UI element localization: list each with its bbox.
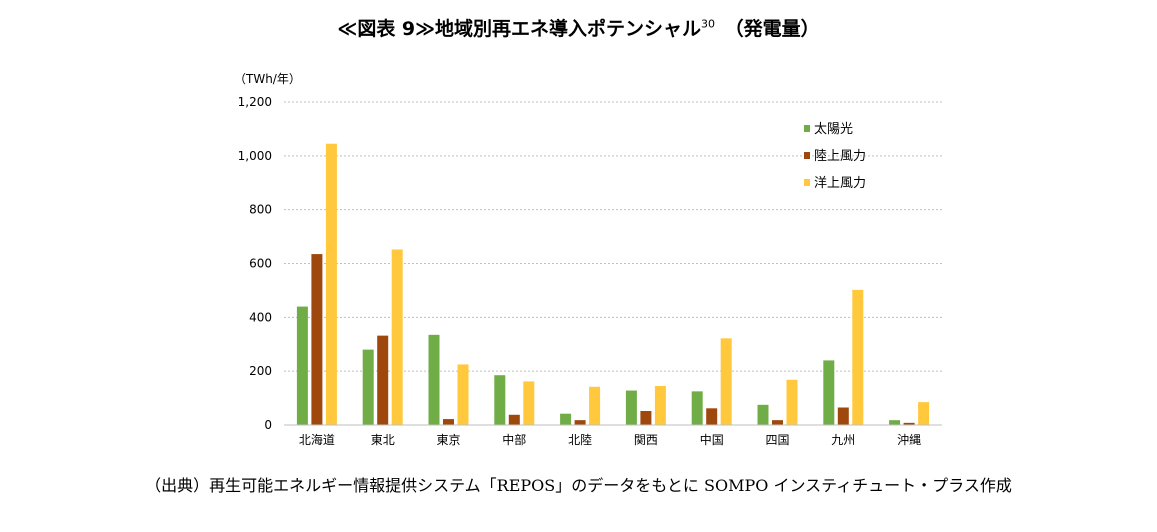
legend-label: 洋上風力 <box>814 176 866 191</box>
y-tick-label: 400 <box>249 310 272 324</box>
legend-swatch <box>804 125 810 132</box>
chart-title-main: ≪図表 9≫地域別再エネ導入ポテンシャル <box>337 18 702 40</box>
bar-太陽光-東北 <box>362 349 374 425</box>
x-tick-label: 東北 <box>371 433 395 447</box>
bar-洋上風力-北海道 <box>325 143 337 426</box>
bar-洋上風力-四国 <box>786 379 798 425</box>
x-tick-label: 九州 <box>831 433 855 447</box>
grid-lines <box>284 101 942 372</box>
bar-太陽光-東京 <box>428 334 440 425</box>
x-axis-ticks: 北海道 東北 東京 中部 北陸 関西 中国 四国 九州 沖縄 <box>299 432 921 447</box>
x-tick-label: 北陸 <box>568 433 592 447</box>
x-tick-label: 沖縄 <box>897 432 921 447</box>
bar-陸上風力-北陸 <box>574 420 586 425</box>
bar-陸上風力-関西 <box>640 411 652 425</box>
chart-title: ≪図表 9≫地域別再エネ導入ポテンシャル30 （発電量） <box>0 14 1157 41</box>
bar-洋上風力-沖縄 <box>918 402 930 425</box>
x-tick-label: 中国 <box>700 432 724 447</box>
bar-陸上風力-東北 <box>377 335 389 425</box>
bar-陸上風力-中部 <box>508 414 520 425</box>
bar-太陽光-北海道 <box>296 306 308 425</box>
bar-太陽光-九州 <box>823 360 835 425</box>
legend-swatch <box>804 152 810 159</box>
x-tick-label: 四国 <box>765 433 789 447</box>
bar-洋上風力-中国 <box>720 338 732 425</box>
chart-title-footnote: 30 <box>701 17 716 31</box>
legend-label: 太陽光 <box>814 122 853 137</box>
source-note: （出典）再生可能エネルギー情報提供システム「REPOS」のデータをもとに SOM… <box>145 476 1012 495</box>
y-axis-ticks: 0 200 400 600 800 1,000 1,200 <box>238 95 272 432</box>
bar-太陽光-中国 <box>691 391 703 425</box>
x-tick-label: 関西 <box>634 433 658 447</box>
bar-洋上風力-中部 <box>523 381 535 425</box>
y-tick-label: 600 <box>249 257 272 271</box>
x-tick-label: 北海道 <box>299 432 335 447</box>
bar-陸上風力-東京 <box>443 419 454 425</box>
bar-陸上風力-北海道 <box>311 254 323 425</box>
bar-陸上風力-九州 <box>837 407 849 425</box>
bars <box>296 143 930 426</box>
bar-太陽光-沖縄 <box>889 420 901 425</box>
x-tick-label: 中部 <box>502 432 526 447</box>
bar-太陽光-北陸 <box>560 413 572 425</box>
y-tick-label: 200 <box>249 364 272 378</box>
legend-swatch <box>804 179 810 186</box>
bar-洋上風力-北陸 <box>589 386 601 425</box>
bar-太陽光-関西 <box>625 390 637 425</box>
y-tick-label: 1,000 <box>238 149 272 163</box>
bar-洋上風力-九州 <box>852 289 864 425</box>
bar-太陽光-四国 <box>757 404 769 425</box>
bar-洋上風力-東京 <box>457 364 469 425</box>
bar-陸上風力-中国 <box>706 408 718 425</box>
y-axis-unit-label: （TWh/年） <box>234 72 301 86</box>
legend-label: 陸上風力 <box>814 148 866 164</box>
bar-洋上風力-関西 <box>654 385 666 425</box>
y-tick-label: 800 <box>249 203 272 217</box>
y-tick-label: 0 <box>264 418 272 432</box>
bar-陸上風力-四国 <box>772 420 783 425</box>
bar-太陽光-中部 <box>494 375 506 425</box>
bar-洋上風力-東北 <box>391 249 403 425</box>
y-tick-label: 1,200 <box>238 95 272 109</box>
chart-title-suffix: （発電量） <box>734 18 820 40</box>
x-tick-label: 東京 <box>436 433 460 447</box>
bar-陸上風力-沖縄 <box>903 422 915 425</box>
